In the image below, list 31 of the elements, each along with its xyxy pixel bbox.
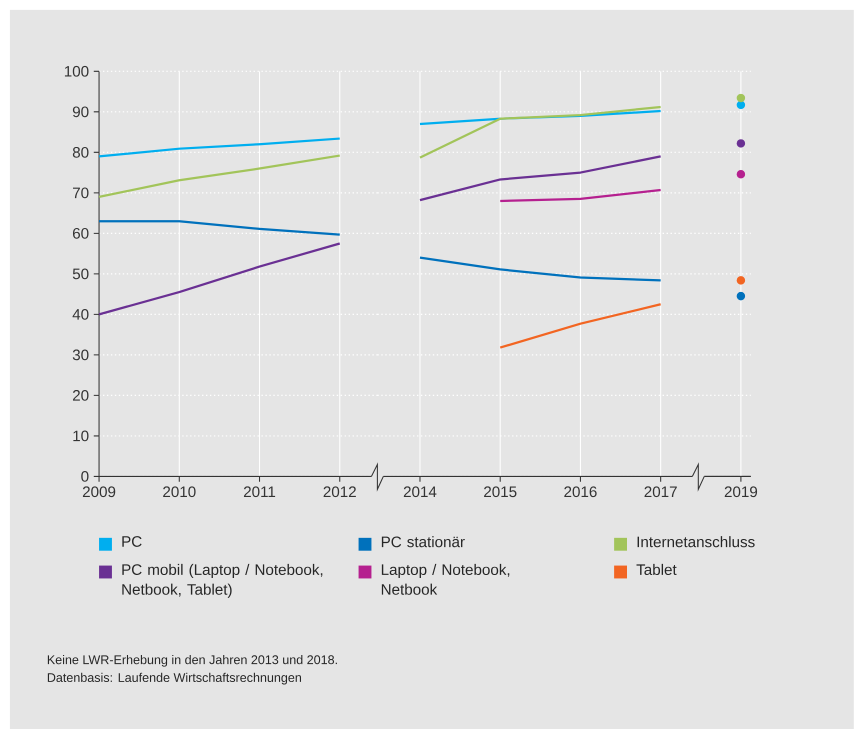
x-tick-label: 2012 [324,486,356,498]
text: Datenbasis: Laufende Wirtschaftsrechnungen [48,672,302,685]
line-series [98,242,341,316]
y-tick-label: 30 [72,350,89,360]
x-tick-label: 2019 [724,486,758,498]
y-tick-label: 80 [72,146,89,158]
x-tick-label: 2014 [404,486,436,498]
y-tick-label: 90 [72,106,89,118]
y-tick-label: 60 [72,228,89,239]
legend-label: Tablet [636,564,677,575]
legend-label: Internetanschluss [638,536,755,548]
line-series [98,137,341,158]
y-tick-label: 10 [73,430,89,442]
legend-label: Laptop / Notebook, Netbook [382,564,510,595]
x-tick-label: 2017 [644,486,677,498]
y-tick-label: 20 [72,390,89,401]
x-tick-label: 2009 [82,486,116,498]
y-tick-label: 100 [64,66,89,77]
x-tick-label: 2011 [244,486,276,498]
text: Keine LWR-Erhebung in den Jahren 2013 und 2018. [48,654,337,667]
legend-label: PC [122,536,142,547]
x-tick-label: 2015 [484,486,516,498]
legend-label: PC mobil (Laptop / Notebook, Netbook, Tablet) [122,564,322,598]
y-tick-label: 0 [81,471,89,482]
legend-label: PC stationär [382,536,465,548]
line-series [98,154,341,198]
y-tick-label: 40 [72,309,89,320]
x-tick-label: 2016 [564,486,597,498]
y-tick-label: 50 [72,268,89,280]
y-tick-label: 70 [73,187,89,198]
x-tick-label: 2010 [163,486,196,498]
